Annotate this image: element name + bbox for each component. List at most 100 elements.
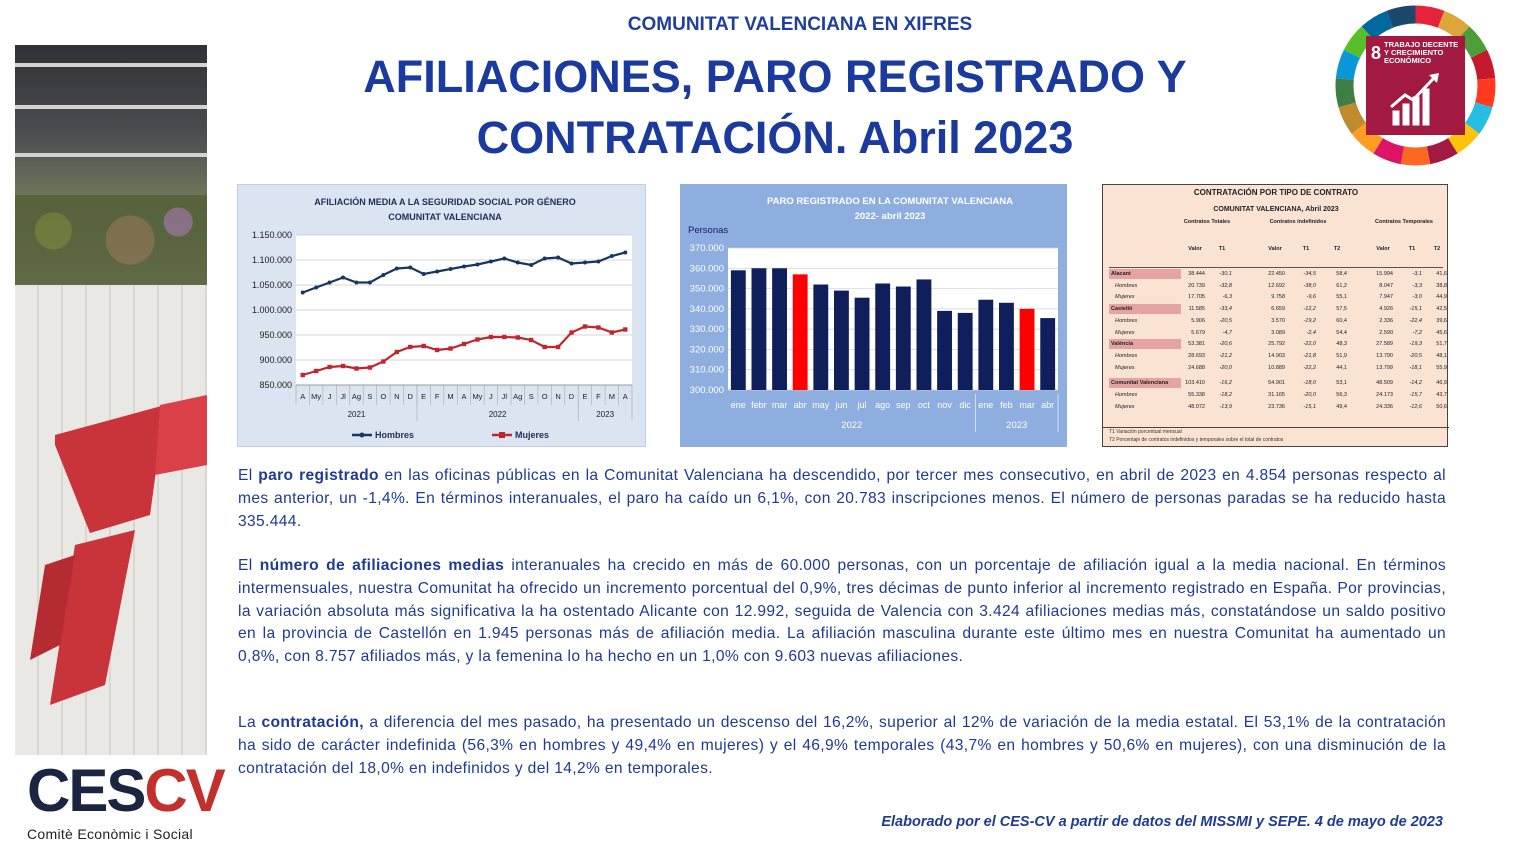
chart2-bar [999,302,1014,390]
table-column-header: Valor [1268,246,1282,252]
chart1-xtick-label: D [569,392,575,401]
table-cell: -15,1 [1303,403,1316,410]
contratacion-highlight: contratación, [261,714,364,731]
table-cell: 41,6 [1436,271,1447,277]
chart2-ytick-label: 360.000 [690,263,724,274]
chart1-year-label: 2022 [489,410,507,419]
table-cell: -22,2 [1303,364,1316,371]
table-cell: -22,4 [1409,317,1422,324]
table-cell: 55,1 [1336,294,1347,301]
table-cell: 4.926 [1379,306,1393,313]
table-row: Mujeres 5.679 -4,7 3.089 -2,4 54,4 2.590 -7,2 45… [1103,328,1449,340]
chart1-point-hombres [462,264,466,269]
table-row-highlight [1109,378,1181,389]
chart1-point-mujeres [529,337,534,343]
table-cell: -3,1 [1412,271,1422,277]
chart1-point-mujeres [555,344,561,350]
chart2-bar [751,268,767,390]
table-column-header: Valor [1376,246,1390,252]
table-cell: 11.585 [1188,306,1205,313]
chart2-title-2: 2022- abril 2023 [855,211,926,222]
table-row-highlight [1109,304,1181,315]
chart1-point-mujeres [569,330,574,335]
table-cell: 39,6 [1436,317,1447,324]
table-cell: 61,2 [1336,282,1347,289]
table-rule [1109,267,1443,268]
table-cell: -30,1 [1219,271,1232,277]
chart2-bar [978,299,994,390]
chart2-bar [813,284,829,390]
chart1-xtick-label: O [380,392,386,401]
chart2-ytick-label: 320.000 [690,344,724,355]
table-cell: 60,4 [1336,317,1347,324]
chart2-xtick-label: abr [794,400,807,410]
chart1-ytick-label: 1.150.000 [252,230,292,240]
chart2-xtick-label: oct [918,400,931,410]
paragraph-contratacion: La contratación, a diferencia del mes pa… [238,714,1447,777]
chart1-ytick-label: 1.000.000 [252,305,292,315]
table-cell: 22.450 [1268,271,1285,277]
table-cell: 14.903 [1268,352,1285,359]
table-cell: 9.758 [1271,294,1285,301]
table-cell: 49,4 [1336,403,1347,410]
chart1-point-mujeres [515,335,520,340]
chart2-bar [834,290,849,390]
chart2-xtick-label: ago [875,400,890,410]
building-photo [15,45,207,755]
table-cell: 44,9 [1436,294,1447,301]
table-row: Alacant 38.444 -30,1 22.450 -34,5 58,4 15.994 -… [1103,269,1449,281]
table-row-label: Mujeres [1115,364,1135,371]
chart1-xtick-label: A [623,392,628,401]
chart2-xtick-label: abr [1041,400,1054,410]
chart1-point-hombres [542,256,547,261]
sdg-text-1: TRABAJO DECENTE [1384,40,1458,49]
table-row-label: Castelló [1111,306,1133,313]
chart2-bar [875,283,891,390]
logo-ces: CES [27,757,146,824]
table-column-header: Valor [1188,246,1202,252]
table-footer-rule [1103,427,1449,429]
table-cell: -16,2 [1219,380,1232,387]
chart2-xtick-label: mar [772,400,788,410]
table-cell: 48.072 [1188,403,1205,410]
table-cell: 46,9 [1436,380,1447,387]
table-cell: 5.906 [1191,317,1205,324]
chart2-year-label: 2022 [841,420,862,431]
table-cell: 48.509 [1376,380,1393,387]
table-row: Castelló 11.585 -33,4 6.659 -12,2 57,5 4.926 -1… [1103,304,1449,316]
chart1-point-mujeres [313,368,319,374]
chart1-point-mujeres [340,363,346,369]
supertitle: COMUNITAT VALENCIANA EN XIFRES [627,14,973,35]
chart1-point-hombres [448,267,453,271]
table-row-label: Mujeres [1115,403,1135,410]
table-cell: 42,5 [1436,306,1447,313]
table-row-label: Hombres [1115,317,1138,324]
table-cell: -38,0 [1303,282,1316,289]
table-row-highlight [1109,339,1181,350]
chart1-point-mujeres [421,343,426,349]
chart2-bar [854,297,870,390]
chart1-xtick-label: S [529,392,534,401]
chart1-xtick-label: A [300,392,305,401]
source-footer: Elaborado por el CES-CV a partir de dato… [881,814,1443,830]
legend-hombres-label: Hombres [375,430,414,440]
chart1-point-mujeres [542,344,547,350]
chart2-bar [772,268,787,390]
chart1-point-hombres [367,280,372,285]
sdg-goal-8-badge: 8 TRABAJO DECENTE Y CRECIMIENTO ECONÓMIC… [1335,5,1496,166]
chart1-point-hombres [421,272,426,276]
table-title: CONTRATACIÓN POR TIPO DE CONTRATO [1193,188,1359,197]
table-row: València 53.381 -20,6 25.792 -22,0 48,3 27.589… [1103,339,1449,351]
table-cell: 50,6 [1436,403,1447,410]
table-row-label: Comunitat Valenciana [1111,380,1169,387]
afiliacion-highlight: número de afiliaciones medias [259,557,505,574]
chart2-bar [895,286,911,390]
table-cell: 2.590 [1379,329,1393,336]
unemployment-bar-chart: PARO REGISTRADO EN LA COMUNITAT VALENCIA… [688,196,1059,432]
table-cell: 51,9 [1336,352,1347,359]
chart1-xtick-label: Jl [340,392,346,401]
chart1-point-hombres [596,259,601,264]
table-row: Hombres 55.338 -18,2 31.165 -20,0 56,3 24.173 -… [1103,390,1449,402]
chart1-point-hombres [609,254,614,258]
table-cell: 12.692 [1268,282,1285,289]
